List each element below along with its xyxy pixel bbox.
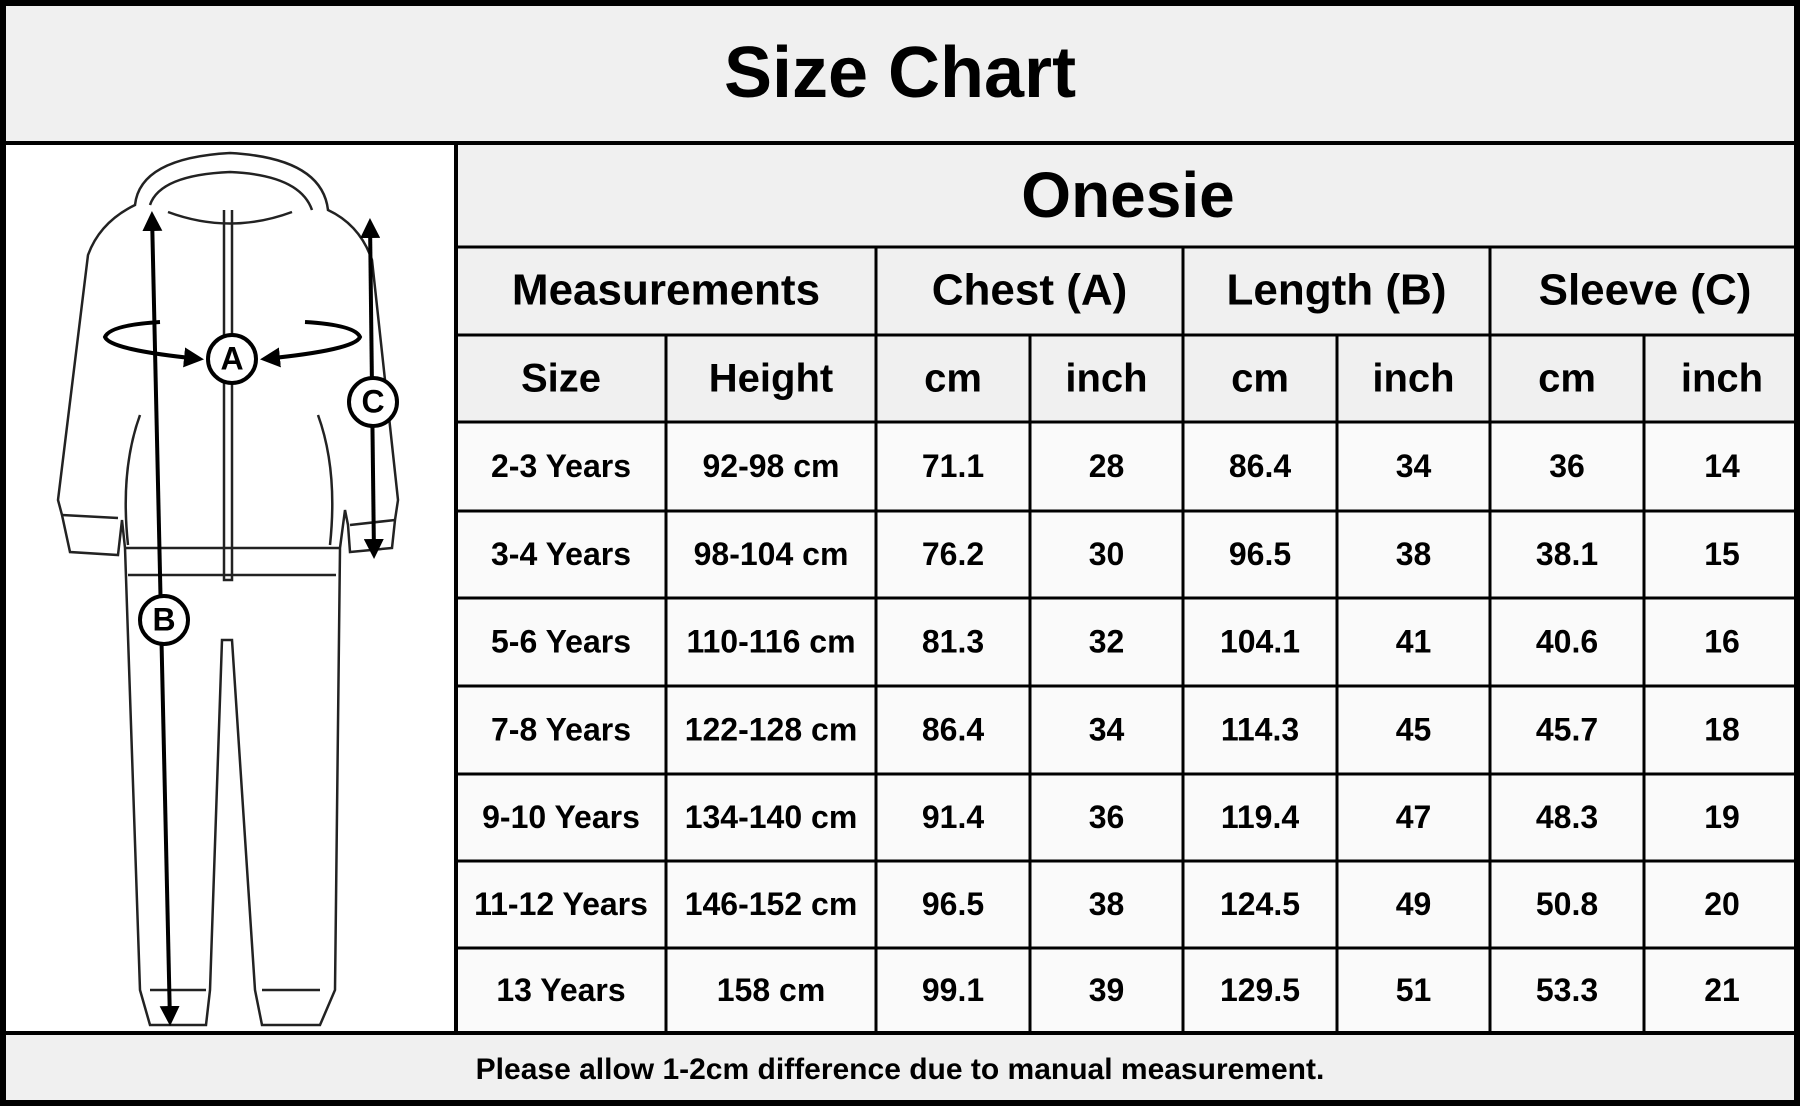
table-cell: 86.4 xyxy=(922,711,984,747)
table-cell: 110-116 cm xyxy=(686,623,855,659)
table-cell: 19 xyxy=(1704,799,1740,835)
table-cell: 16 xyxy=(1704,623,1740,659)
table-cell: 9-10 Years xyxy=(482,799,640,835)
group-header: Length (B) xyxy=(1227,266,1447,315)
table-cell: 76.2 xyxy=(922,536,984,572)
table-cell: 18 xyxy=(1704,711,1740,747)
sub-header: cm xyxy=(1538,357,1596,401)
table-cell: 36 xyxy=(1549,448,1585,484)
table-cell: 34 xyxy=(1396,448,1432,484)
table-cell: 119.4 xyxy=(1221,799,1300,835)
footer-note: Please allow 1-2cm difference due to man… xyxy=(476,1053,1325,1086)
table-cell: 81.3 xyxy=(922,623,984,659)
table-cell: 11-12 Years xyxy=(474,886,648,922)
table-cell: 45.7 xyxy=(1536,711,1598,747)
sub-header: cm xyxy=(924,357,982,401)
table-cell: 51 xyxy=(1396,972,1432,1008)
table-cell: 124.5 xyxy=(1220,886,1300,922)
table-cell: 86.4 xyxy=(1229,448,1291,484)
table-cell: 13 Years xyxy=(496,972,625,1008)
sub-header: inch xyxy=(1681,357,1763,401)
table-cell: 20 xyxy=(1704,886,1740,922)
table-cell: 96.5 xyxy=(922,886,984,922)
group-header: Measurements xyxy=(512,266,820,315)
table-cell: 14 xyxy=(1704,448,1740,484)
title-band xyxy=(0,0,1800,143)
table-cell: 45 xyxy=(1396,711,1432,747)
sub-header: inch xyxy=(1065,357,1147,401)
table-cell: 96.5 xyxy=(1229,536,1291,572)
table-cell: 28 xyxy=(1089,448,1125,484)
table-cell: 30 xyxy=(1089,536,1125,572)
sub-header: Height xyxy=(709,357,833,401)
group-header: Sleeve (C) xyxy=(1539,266,1752,315)
sub-header: Size xyxy=(521,357,601,401)
table-cell: 47 xyxy=(1396,799,1432,835)
figure-label: B xyxy=(152,601,175,637)
onesie-figure: A B C xyxy=(56,151,400,1027)
table-cell: 114.3 xyxy=(1221,711,1299,747)
table-cell: 146-152 cm xyxy=(685,886,858,922)
table-cell: 32 xyxy=(1089,623,1125,659)
table-cell: 38 xyxy=(1089,886,1125,922)
table-cell: 41 xyxy=(1396,623,1432,659)
table-cell: 38.1 xyxy=(1536,536,1598,572)
group-header: Chest (A) xyxy=(932,266,1128,315)
page-title: Size Chart xyxy=(724,33,1076,113)
table-header-band xyxy=(456,143,1800,422)
table-cell: 3-4 Years xyxy=(491,536,631,572)
table-cell: 53.3 xyxy=(1536,972,1598,1008)
table-cell: 40.6 xyxy=(1536,623,1598,659)
table-cell: 48.3 xyxy=(1536,799,1598,835)
table-cell: 39 xyxy=(1089,972,1125,1008)
table-cell: 50.8 xyxy=(1536,886,1598,922)
table-cell: 7-8 Years xyxy=(491,711,631,747)
footer-band xyxy=(0,1033,1800,1106)
table-cell: 134-140 cm xyxy=(685,799,858,835)
sub-header: cm xyxy=(1231,357,1289,401)
figure-panel xyxy=(0,143,456,1033)
table-cell: 122-128 cm xyxy=(685,711,858,747)
table-cell: 129.5 xyxy=(1220,972,1300,1008)
table-cell: 92-98 cm xyxy=(703,448,840,484)
table-cell: 38 xyxy=(1396,536,1432,572)
table-cell: 99.1 xyxy=(922,972,984,1008)
table-cell: 98-104 cm xyxy=(694,536,849,572)
table-cell: 158 cm xyxy=(717,972,826,1008)
figure-label: A xyxy=(220,340,243,376)
table-cell: 15 xyxy=(1704,536,1740,572)
table-cell: 5-6 Years xyxy=(491,623,631,659)
table-cell: 71.1 xyxy=(922,448,984,484)
table-cell: 2-3 Years xyxy=(491,448,631,484)
sub-header: inch xyxy=(1372,357,1454,401)
table-cell: 36 xyxy=(1089,799,1125,835)
table-cell: 104.1 xyxy=(1220,623,1300,659)
table-cell: 34 xyxy=(1089,711,1125,747)
table-title: Onesie xyxy=(1021,159,1234,231)
table-cell: 91.4 xyxy=(922,799,984,835)
figure-label: C xyxy=(361,383,384,419)
table-cell: 49 xyxy=(1396,886,1432,922)
table-cell: 21 xyxy=(1704,972,1740,1008)
